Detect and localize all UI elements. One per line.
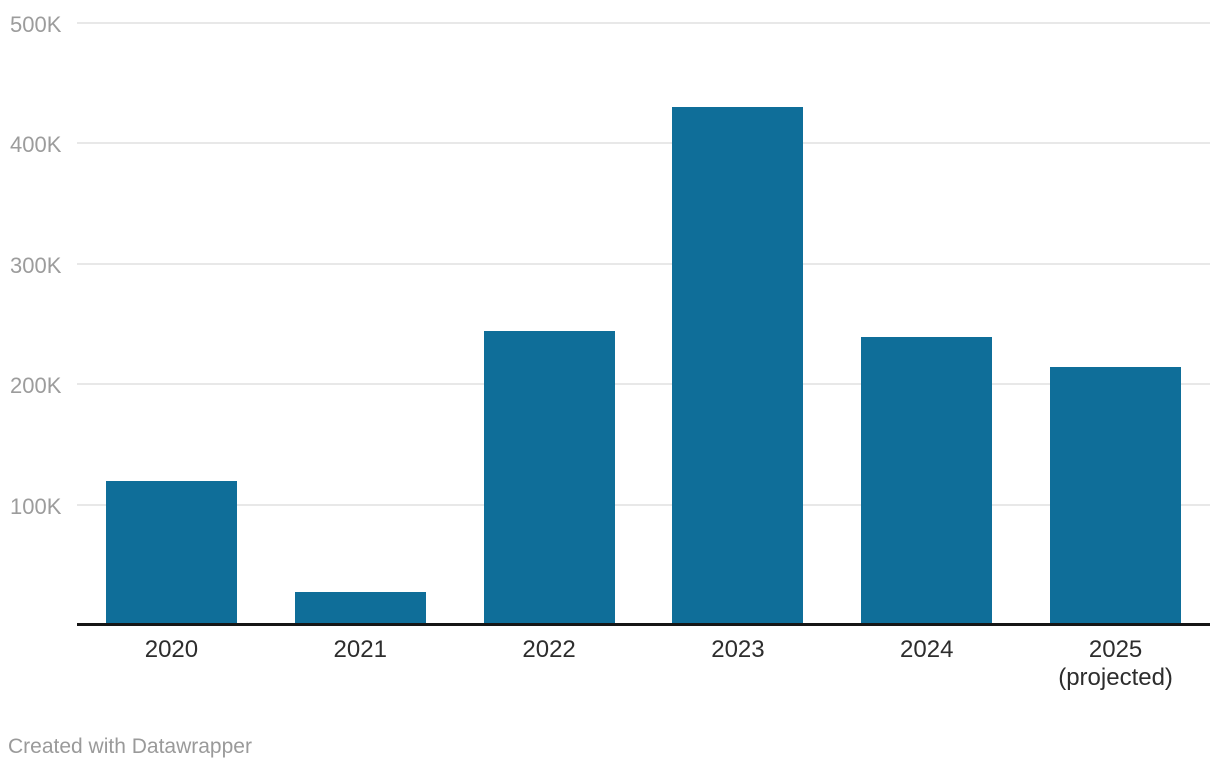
datawrapper-credit-link[interactable]: Created with Datawrapper [8, 735, 252, 758]
bar-2021[interactable] [294, 592, 426, 625]
x-tick-label-2021: 2021 [333, 636, 387, 663]
x-tick-label-2024: 2024 [900, 636, 954, 663]
bar-2023[interactable] [672, 107, 804, 625]
bar-2022[interactable] [483, 331, 615, 625]
gridline-300K [77, 262, 1210, 265]
gridline-100K [77, 503, 1210, 506]
y-tick-label-200K: 200K [10, 373, 62, 399]
x-tick-label-2023: 2023 [711, 636, 765, 663]
gridline-500K [77, 22, 1210, 24]
x-axis-line [77, 623, 1210, 626]
x-tick-label-2022: 2022 [522, 636, 576, 663]
gridline-400K [77, 142, 1210, 145]
y-tick-label-400K: 400K [10, 132, 62, 158]
gridline-200K [77, 383, 1210, 386]
y-tick-label-500K: 500K [10, 12, 62, 37]
y-tick-label-100K: 100K [10, 493, 62, 519]
bar-2024[interactable] [861, 337, 993, 625]
bar-2025[interactable] [1050, 367, 1182, 625]
x-tick-label-2020: 2020 [144, 636, 199, 663]
y-tick-label-300K: 300K [10, 252, 62, 278]
bar-2020[interactable] [105, 480, 237, 625]
x-tick-label-2025: 2025 (projected) [1058, 636, 1173, 691]
